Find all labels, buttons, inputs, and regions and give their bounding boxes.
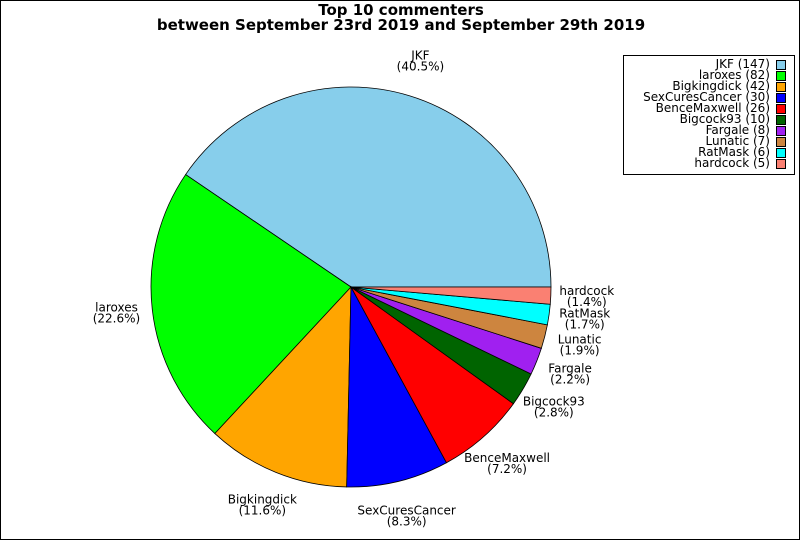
pie-slice-SexCuresCancer bbox=[346, 285, 448, 488]
slice-label-name: SexCuresCancer bbox=[357, 503, 455, 517]
slice-label-name: BenceMaxwell bbox=[464, 451, 550, 465]
legend-label: Fargale (8) bbox=[705, 123, 770, 137]
legend-entry-Bigcock93: Bigcock93 (10) bbox=[679, 112, 786, 126]
legend-swatch bbox=[776, 114, 786, 125]
slice-label-percent: (1.7%) bbox=[565, 318, 605, 332]
legend-entry-hardcock: hardcock (5) bbox=[694, 156, 786, 170]
slice-label-name: laroxes bbox=[95, 300, 138, 314]
slice-label-laroxes: laroxes (22.6%) bbox=[93, 300, 140, 325]
slice-label-SexCuresCancer: SexCuresCancer (8.3%) bbox=[357, 503, 455, 528]
legend: JKF (147) laroxes (82) Bigkingdick (42) Sex… bbox=[623, 55, 795, 175]
slice-label-percent: (11.6%) bbox=[239, 504, 286, 518]
legend-entry-Bigkingdick: Bigkingdick (42) bbox=[672, 79, 786, 93]
title-line-1: Top 10 commenters bbox=[318, 1, 484, 19]
slice-label-Lunatic: Lunatic (1.9%) bbox=[558, 333, 602, 358]
pie-slice-laroxes bbox=[150, 173, 352, 435]
legend-entry-Fargale: Fargale (8) bbox=[705, 123, 786, 137]
legend-entry-Lunatic: Lunatic (7) bbox=[705, 134, 786, 148]
pie-slice-Bigkingdick bbox=[214, 285, 352, 488]
legend-label: BenceMaxwell (26) bbox=[655, 101, 770, 115]
slice-label-hardcock: hardcock (1.4%) bbox=[559, 284, 614, 309]
title-line-2: between September 23rd 2019 and Septembe… bbox=[156, 16, 646, 34]
slice-label-BenceMaxwell: BenceMaxwell (7.2%) bbox=[464, 451, 550, 476]
slice-label-name: Bigcock93 bbox=[523, 395, 585, 409]
legend-entry-BenceMaxwell: BenceMaxwell (26) bbox=[655, 101, 786, 115]
legend-label: laroxes (82) bbox=[698, 68, 770, 82]
legend-swatch bbox=[776, 103, 786, 114]
legend-entry-laroxes: laroxes (82) bbox=[698, 68, 786, 82]
legend-swatch bbox=[776, 147, 786, 158]
legend-swatch bbox=[776, 158, 786, 169]
pie-slice-JKF bbox=[185, 86, 552, 288]
slice-label-JKF: JKF (40.5%) bbox=[397, 48, 444, 73]
slice-label-percent: (22.6%) bbox=[93, 311, 140, 325]
legend-swatch bbox=[776, 81, 786, 92]
slice-label-Bigcock93: Bigcock93 (2.8%) bbox=[523, 395, 585, 420]
slice-label-percent: (7.2%) bbox=[487, 462, 527, 476]
legend-label: JKF (147) bbox=[715, 57, 770, 71]
slice-label-percent: (1.4%) bbox=[567, 295, 607, 309]
legend-entry-JKF: JKF (147) bbox=[715, 57, 786, 71]
slice-label-Fargale: Fargale (2.2%) bbox=[548, 362, 592, 387]
legend-swatch bbox=[776, 125, 786, 136]
pie-slice-hardcock bbox=[350, 286, 552, 305]
legend-swatch bbox=[776, 70, 786, 81]
slice-label-percent: (8.3%) bbox=[387, 514, 427, 528]
slice-label-RatMask: RatMask (1.7%) bbox=[559, 307, 610, 332]
legend-label: hardcock (5) bbox=[694, 156, 770, 170]
slice-label-name: Bigkingdick bbox=[228, 493, 297, 507]
slice-label-percent: (1.9%) bbox=[560, 344, 600, 358]
legend-swatch bbox=[776, 59, 786, 70]
slice-label-percent: (2.2%) bbox=[550, 373, 590, 387]
slice-label-Bigkingdick: Bigkingdick (11.6%) bbox=[228, 493, 297, 518]
slice-label-name: RatMask bbox=[559, 307, 610, 321]
chart-title: Top 10 commenters between September 23rd… bbox=[1, 1, 799, 34]
slice-label-percent: (2.8%) bbox=[534, 406, 574, 420]
legend-label: Lunatic (7) bbox=[705, 134, 771, 148]
slice-label-name: Lunatic bbox=[558, 333, 602, 347]
slice-label-percent: (40.5%) bbox=[397, 59, 444, 73]
slice-label-name: hardcock bbox=[559, 284, 614, 298]
legend-label: SexCuresCancer (30) bbox=[643, 90, 770, 104]
legend-label: Bigcock93 (10) bbox=[679, 112, 770, 126]
legend-label: Bigkingdick (42) bbox=[672, 79, 770, 93]
legend-swatch bbox=[776, 92, 786, 103]
slice-label-name: JKF bbox=[410, 48, 429, 62]
legend-entry-SexCuresCancer: SexCuresCancer (30) bbox=[643, 90, 786, 104]
legend-label: RatMask (6) bbox=[698, 145, 770, 159]
legend-swatch bbox=[776, 136, 786, 147]
legend-entry-RatMask: RatMask (6) bbox=[698, 145, 786, 159]
slice-label-name: Fargale bbox=[548, 362, 592, 376]
